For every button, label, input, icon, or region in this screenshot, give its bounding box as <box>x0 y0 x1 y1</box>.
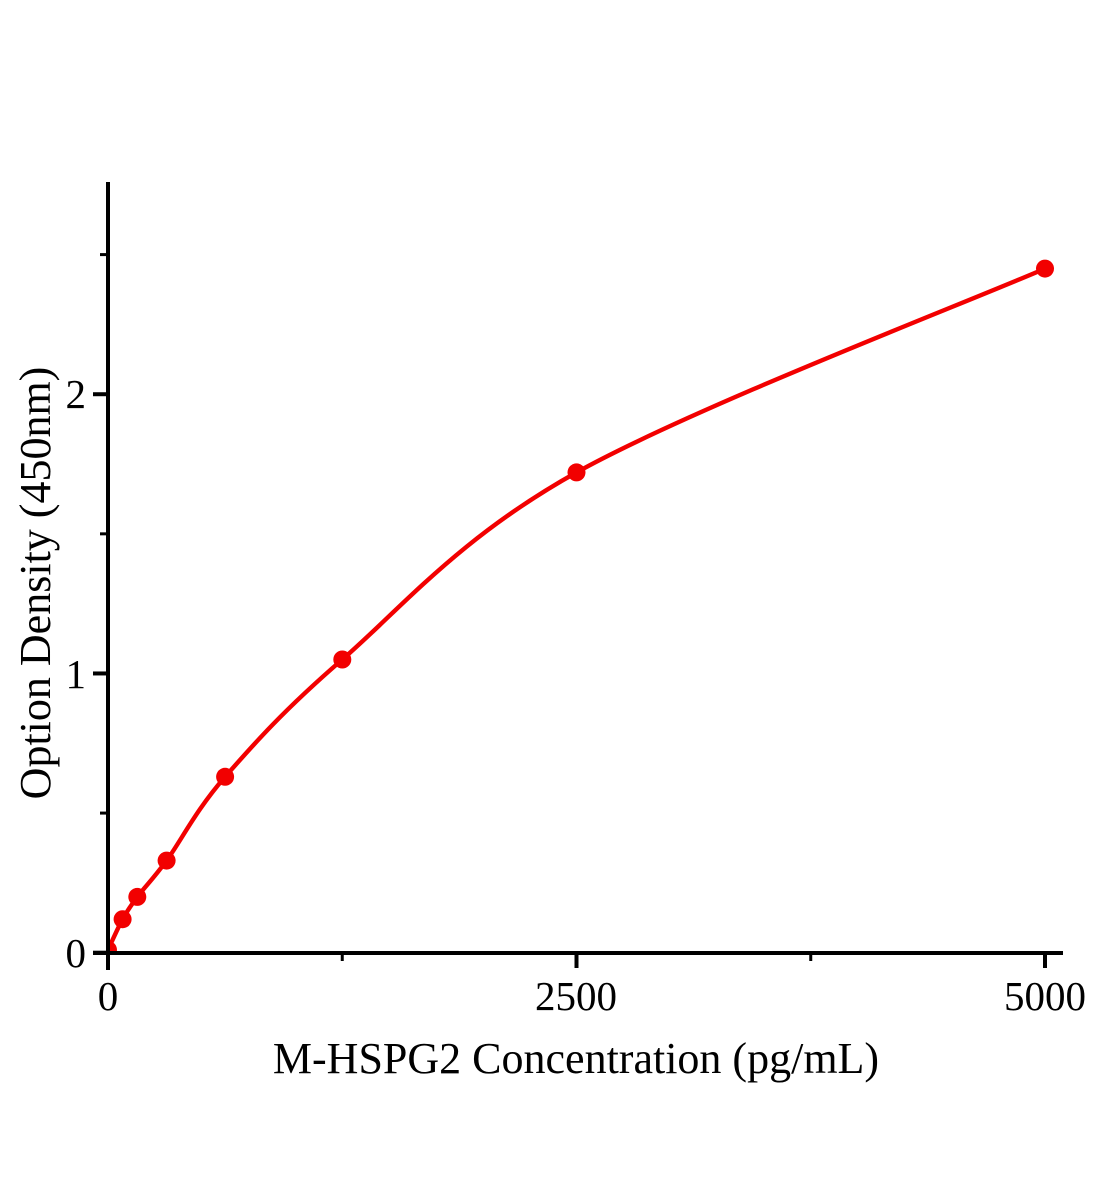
data-point <box>567 463 586 482</box>
data-point <box>216 767 235 786</box>
axes-layer <box>93 182 1063 970</box>
y-tick-label-0: 0 <box>66 930 87 976</box>
data-point <box>128 887 147 906</box>
x-tick-label-5000: 5000 <box>1004 973 1086 1019</box>
x-tick-label-0: 0 <box>98 973 119 1019</box>
standard-curve-series <box>108 259 1054 955</box>
y-tick-label-2: 2 <box>66 371 87 417</box>
data-point <box>113 910 132 929</box>
data-point <box>1036 259 1054 278</box>
data-point <box>333 650 352 669</box>
x-axis-title: M-HSPG2 Concentration (pg/mL) <box>273 1034 879 1083</box>
y-axis-title: Option Density (450nm) <box>11 367 60 800</box>
y-tick-label-1: 1 <box>66 651 87 697</box>
standard-curve <box>108 266 1048 953</box>
data-point <box>157 851 176 870</box>
x-tick-label-2500: 2500 <box>535 973 617 1019</box>
